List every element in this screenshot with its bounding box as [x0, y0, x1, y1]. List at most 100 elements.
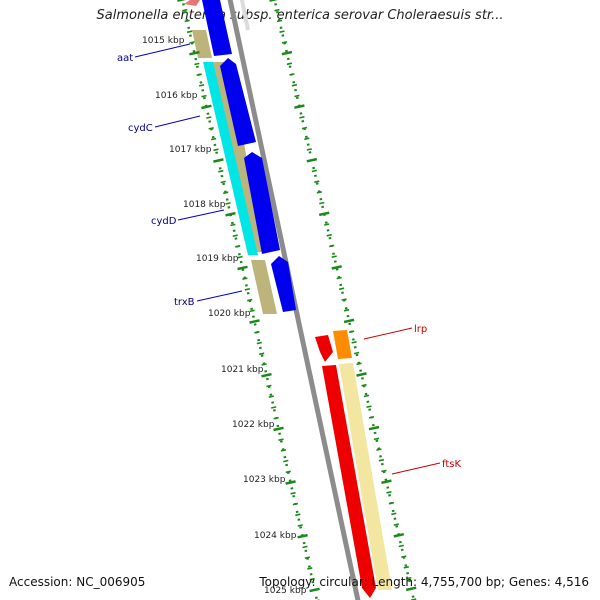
ruler-tick: [201, 104, 212, 110]
ruler-tick: [186, 30, 193, 34]
ruler-tick: [271, 406, 277, 409]
orange-feature[interactable]: [333, 330, 352, 359]
kbp-label-1024: 1024 kbp: [254, 531, 297, 541]
ruler-tick: [285, 470, 291, 474]
ruler-tick: [189, 41, 195, 44]
ruler-tick: [279, 30, 285, 33]
ruler-tick: [309, 587, 320, 593]
ruler-tick: [242, 277, 248, 280]
ruler-tick: [336, 276, 342, 280]
ruler-tick: [304, 556, 311, 559]
ruler-tick: [274, 8, 280, 12]
ruler-tick: [247, 298, 253, 302]
pink-feature[interactable]: [184, 0, 200, 6]
ruler-tick: [235, 245, 241, 248]
gene-label-cydD[interactable]: cydD: [151, 216, 177, 227]
ruler-tick: [326, 233, 332, 237]
ruler-tick: [256, 341, 262, 345]
ruler-tick: [378, 458, 385, 462]
khaki-track-segment[interactable]: [213, 62, 264, 252]
ruler-tick: [286, 62, 293, 66]
ruler-tick: [237, 255, 243, 259]
ruler-tick: [276, 19, 283, 23]
ruler-tick: [225, 211, 236, 217]
ruler-tick: [294, 104, 305, 109]
ruler-ticks: [177, 0, 417, 600]
ruler-tick: [319, 201, 325, 205]
cds-lrp[interactable]: [315, 335, 333, 362]
cyan-track-segment[interactable]: [203, 62, 258, 255]
gene-label-aat[interactable]: aat: [117, 53, 133, 64]
cds-aat[interactable]: [202, 0, 232, 56]
ruler-tick: [324, 223, 330, 226]
ruler-tick: [391, 512, 397, 516]
ruler-tick: [376, 448, 382, 451]
ruler-tick: [311, 169, 317, 173]
accession-text: Accession: NC_006905: [9, 575, 146, 589]
ruler-tick: [206, 116, 212, 119]
ruler-tick: [182, 8, 188, 12]
ruler-tick: [386, 491, 392, 494]
ruler-tick: [194, 62, 200, 66]
cds-cydC[interactable]: [220, 58, 256, 146]
ruler-tick: [348, 330, 355, 333]
ruler-tick: [218, 169, 224, 173]
kbp-label-1021: 1021 kbp: [221, 365, 264, 375]
kbp-label-1023: 1023 kbp: [243, 475, 286, 485]
ruler-tick: [356, 362, 362, 366]
ruler-tick: [403, 566, 409, 569]
khaki-track-segment[interactable]: [251, 260, 277, 314]
ruler-tick: [381, 479, 392, 485]
ruler-tick: [184, 19, 190, 23]
ruler-tick: [299, 116, 305, 119]
ruler-tick: [291, 83, 298, 87]
ruler-tick: [331, 265, 342, 270]
kbp-label-1015: 1015 kbp: [142, 36, 185, 46]
cds-trxB[interactable]: [271, 256, 296, 312]
ruler-tick: [196, 73, 202, 76]
kbp-label-1020: 1020 kbp: [208, 309, 251, 319]
ruler-tick: [388, 501, 395, 505]
ruler-tick: [244, 288, 250, 291]
ruler-tick: [278, 438, 284, 441]
ruler-tick: [406, 576, 412, 580]
ruler-tick: [393, 532, 405, 538]
cydD-leader-line: [177, 209, 225, 221]
ruler-tick: [285, 480, 296, 485]
gene-label-lrp[interactable]: lrp: [414, 324, 427, 335]
ruler-tick: [307, 567, 313, 570]
ruler-tick: [268, 395, 274, 398]
ruler-tick: [273, 426, 284, 432]
ruler-tick: [356, 372, 367, 377]
ruler-tick: [273, 416, 279, 420]
ruler-tick: [281, 50, 293, 56]
ruler-tick: [318, 211, 330, 217]
ruler-tick: [314, 180, 320, 183]
ruler-tick: [304, 137, 310, 141]
ruler-tick: [366, 405, 372, 408]
gene-label-cydC[interactable]: cydC: [128, 123, 153, 134]
ruler-tick: [213, 158, 224, 163]
ruler-tick: [398, 544, 404, 548]
khaki-track-segment[interactable]: [192, 30, 212, 58]
ruler-tick: [237, 265, 248, 271]
ruler-tick: [353, 351, 360, 355]
ruler-tick: [210, 137, 217, 141]
kbp-label-1025: 1025 kbp: [264, 586, 307, 596]
kbp-label-1016: 1016 kbp: [155, 91, 198, 101]
ftsK-leader-line: [391, 462, 441, 475]
ruler-tick: [316, 191, 322, 194]
cds-ftsK[interactable]: [322, 365, 376, 598]
gene-label-trxB[interactable]: trxB: [174, 297, 195, 308]
ruler-tick: [343, 308, 350, 312]
ruler-tick: [290, 491, 296, 495]
lrp-leader-line: [363, 327, 413, 340]
pale-track-segment[interactable]: [339, 363, 392, 590]
cds-cydD[interactable]: [244, 152, 280, 254]
ruler-tick: [283, 459, 289, 463]
ruler-tick: [230, 223, 236, 227]
ruler-tick: [213, 148, 219, 152]
gene-label-ftsK[interactable]: ftsK: [442, 459, 461, 470]
ruler-tick: [393, 523, 399, 526]
